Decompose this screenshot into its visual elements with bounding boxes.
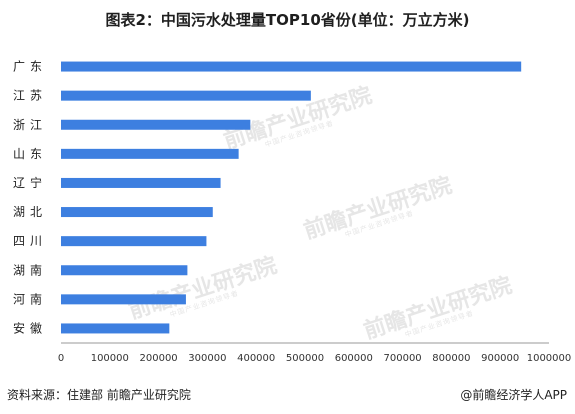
bar-3 (61, 119, 251, 130)
category-label-8: 湖南 (13, 262, 47, 277)
x-tick-labels: 0 100000 200000 300000 400000 500000 600000 700… (58, 353, 571, 364)
bar-9 (61, 294, 186, 305)
source-note: 资料来源：住建部 前瞻产业研究院 (7, 388, 191, 402)
bar-8 (61, 265, 188, 276)
category-label-10: 安徽 (13, 320, 47, 335)
category-label-7: 四川 (13, 234, 47, 248)
category-label-5: 辽宁 (13, 175, 47, 190)
watermark-text: 前瞻产业研究院 (126, 252, 281, 324)
x-tick-label-6: 600000 (335, 353, 373, 364)
category-label-2: 江苏 (13, 89, 47, 103)
watermark-text: 前瞻产业研究院 (361, 272, 516, 344)
bar-6 (61, 207, 213, 218)
x-tick-label-4: 400000 (237, 353, 275, 364)
x-tick-label-7: 700000 (384, 353, 422, 364)
bar-5 (61, 177, 221, 188)
bar-7 (61, 236, 207, 247)
x-tick-label-1: 100000 (91, 353, 129, 364)
bar-4 (61, 148, 239, 159)
x-tick-label-5: 500000 (286, 353, 324, 364)
x-tick-label-10: 1000000 (527, 353, 572, 364)
watermark-text: 前瞻产业研究院 (301, 172, 456, 244)
category-label-9: 河南 (13, 291, 47, 306)
x-tick-label-9: 900000 (481, 353, 519, 364)
bar-2 (61, 90, 311, 101)
bar-10 (61, 323, 170, 334)
bars-group (61, 61, 522, 334)
category-label-1: 广东 (13, 60, 47, 74)
x-tick-label-2: 200000 (140, 353, 178, 364)
category-label-3: 浙江 (13, 118, 47, 132)
x-tick-label-3: 300000 (188, 353, 226, 364)
bar-1 (61, 61, 522, 72)
brand-credit: @前瞻经济学人APP (460, 388, 567, 402)
category-label-6: 湖北 (13, 204, 47, 219)
x-tick-label-8: 800000 (432, 353, 470, 364)
x-tick-label-0: 0 (58, 353, 64, 364)
category-label-4: 山东 (13, 147, 47, 161)
chart-title: 图表2：中国污水处理量TOP10省份(单位：万立方米) (105, 11, 470, 29)
